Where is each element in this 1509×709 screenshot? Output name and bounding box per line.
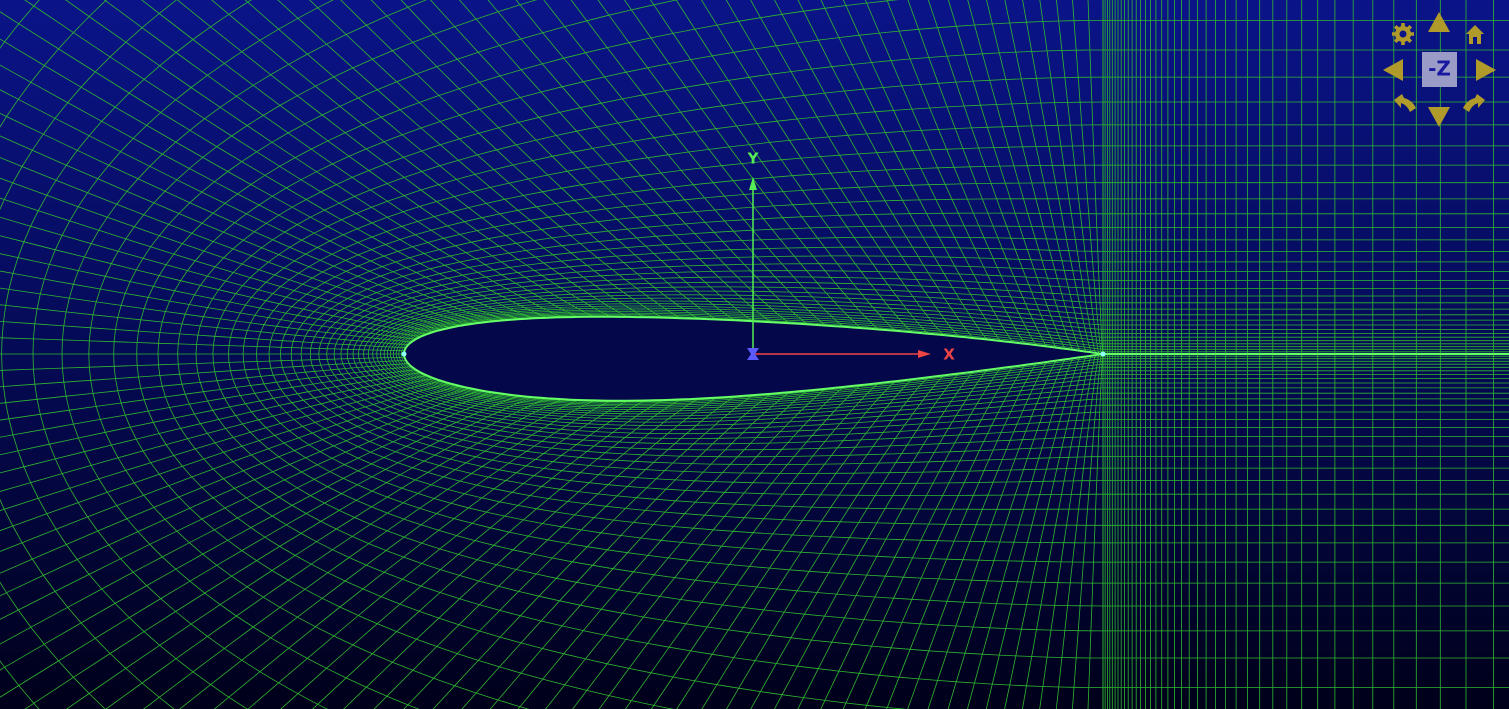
view-face-label: -Z [1428,57,1451,81]
mesh-line [61,0,427,709]
x-arrow [918,350,931,358]
mesh-line [386,307,1103,410]
mesh-line [346,276,1103,439]
mesh-line [256,164,1103,544]
mesh-line [400,315,1104,403]
mesh-line [326,255,1103,458]
mesh-line [113,0,679,709]
mesh-line [195,76,1104,632]
mesh-line [352,281,1104,435]
mesh-line [383,305,1104,412]
mesh-line [290,212,1103,496]
view-cube: -Z [1383,12,1496,127]
mesh-line [395,312,1104,405]
mesh-line [228,124,1103,584]
mesh-line [280,198,1103,510]
leading-edge-point [401,351,407,357]
y-arrow [749,177,757,190]
mesh-line [136,0,907,709]
y-axis-label: Y [747,150,760,168]
mesh-line [1,0,252,709]
settings-button[interactable] [1387,18,1418,49]
mesh-line [177,49,1103,659]
mesh-line [389,309,1104,408]
mesh-line [367,294,1103,423]
rotate-down-button[interactable] [1428,107,1450,127]
mesh-line [333,263,1103,451]
mesh-line [242,145,1103,563]
mesh-line [318,246,1104,466]
trailing-edge-point [1100,351,1106,357]
mesh-line [398,313,1103,404]
mesh-line [380,303,1104,415]
mesh-line [340,270,1103,445]
rotate-up-button[interactable] [1428,12,1450,32]
mesh-line [372,297,1103,420]
mesh-line [363,290,1104,427]
z-marker [747,348,759,360]
mesh-line [157,20,1104,688]
mesh-line [358,286,1103,430]
mesh-line [212,101,1104,607]
roll-right-button[interactable] [1463,94,1485,112]
mesh-line [32,0,334,709]
mesh-line [392,311,1104,407]
view-face[interactable] [1422,52,1457,87]
roll-left-button[interactable] [1394,94,1416,112]
rotate-left-button[interactable] [1383,59,1403,81]
x-axis-label: X [943,346,955,364]
axis-triad: Y X [747,150,956,364]
mesh-line [300,225,1103,485]
rotate-right-button[interactable] [1476,59,1496,81]
mesh-line [268,182,1103,526]
mesh-line [88,0,538,709]
home-button[interactable] [1466,25,1484,44]
mesh-line [309,236,1103,474]
mesh-line [376,300,1104,417]
